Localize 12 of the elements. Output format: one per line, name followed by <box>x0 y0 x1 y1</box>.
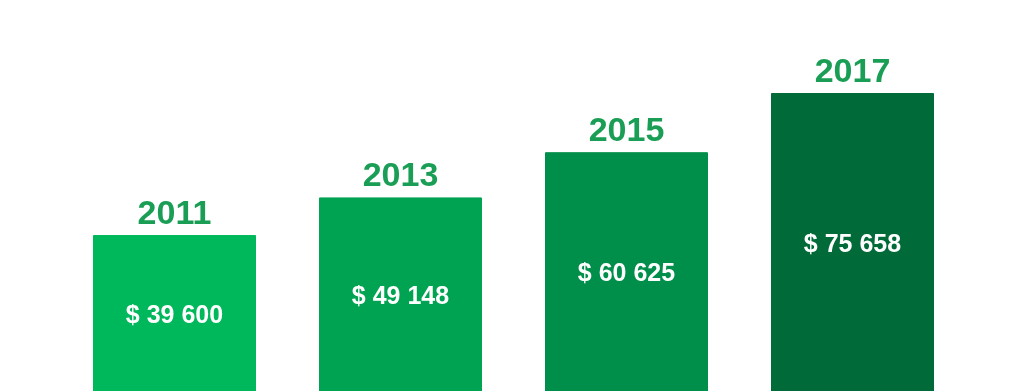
x-tick-label: 2015 <box>588 109 665 148</box>
bar <box>319 197 482 391</box>
x-tick-label: 2013 <box>362 154 439 193</box>
bar <box>93 235 256 391</box>
data-label: $ 60 625 <box>577 258 676 287</box>
bar <box>771 93 934 391</box>
data-label: $ 49 148 <box>351 280 450 309</box>
x-tick-label: 2017 <box>814 50 891 89</box>
bar <box>545 152 708 391</box>
x-tick-label: 2011 <box>137 192 212 231</box>
data-label: $ 75 658 <box>803 228 902 257</box>
data-label: $ 39 600 <box>125 299 224 328</box>
